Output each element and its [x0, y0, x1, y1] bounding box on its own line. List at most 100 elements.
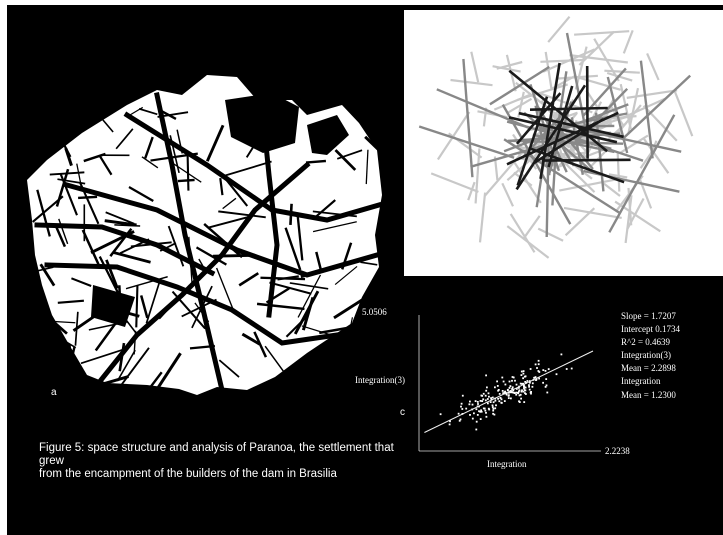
- data-point: [529, 381, 531, 384]
- street-segment: [198, 258, 208, 274]
- street-segment: [238, 272, 259, 287]
- axial-line: [673, 89, 694, 137]
- data-point: [517, 392, 520, 395]
- street-segment: [304, 356, 321, 386]
- street-segment: [365, 149, 369, 185]
- street-segment: [253, 331, 268, 358]
- street-segment: [289, 282, 329, 290]
- street-segment: [301, 325, 331, 336]
- data-point: [507, 391, 510, 394]
- data-point: [520, 370, 523, 373]
- street-segment: [305, 159, 326, 164]
- data-point: [475, 420, 478, 423]
- axial-line: [603, 182, 621, 197]
- data-point: [515, 383, 518, 386]
- street-segment: [88, 321, 128, 331]
- data-point: [523, 401, 526, 403]
- data-point: [457, 412, 460, 415]
- street-segment: [153, 352, 182, 394]
- data-point: [531, 382, 534, 385]
- street-segment: [245, 141, 257, 158]
- axial-line: [564, 207, 596, 237]
- axial-line: [537, 227, 564, 242]
- axial-line-integrated: [516, 96, 549, 186]
- street-segment: [260, 276, 306, 281]
- axial-line: [515, 81, 563, 120]
- data-point: [488, 395, 490, 398]
- axial-line: [470, 51, 480, 83]
- data-point: [523, 386, 525, 388]
- data-point: [473, 412, 475, 415]
- scatter-axes: [418, 315, 601, 452]
- axial-line: [563, 206, 622, 219]
- data-point: [545, 378, 548, 380]
- data-point: [496, 380, 498, 383]
- street-segment: [96, 375, 129, 388]
- axial-line-integrated: [530, 147, 625, 184]
- axial-line: [478, 192, 487, 243]
- data-point: [507, 395, 510, 397]
- data-point: [490, 397, 492, 399]
- street-segment: [72, 302, 114, 332]
- data-point: [483, 407, 486, 410]
- data-point: [484, 399, 487, 402]
- data-point: [477, 403, 479, 405]
- street-segment: [336, 149, 363, 160]
- space-structure-map: [7, 75, 402, 402]
- street-segment: [225, 179, 249, 207]
- axial-line: [547, 15, 571, 43]
- data-point: [491, 396, 494, 399]
- data-point: [502, 380, 505, 383]
- street-segment: [53, 333, 77, 349]
- data-point: [518, 389, 521, 392]
- street-segment: [120, 347, 150, 386]
- axial-line: [626, 197, 645, 230]
- axial-line: [580, 128, 682, 153]
- axial-line: [639, 60, 654, 159]
- data-point: [459, 418, 462, 421]
- axial-line: [492, 65, 521, 73]
- data-point: [487, 392, 490, 395]
- data-point: [521, 389, 523, 392]
- street-segment: [141, 156, 159, 169]
- data-point: [528, 388, 531, 391]
- axial-line: [501, 104, 572, 225]
- axial-line: [646, 52, 660, 81]
- axial-line: [523, 215, 541, 239]
- street-segment: [337, 360, 368, 370]
- street-segment: [58, 218, 69, 245]
- data-point: [542, 381, 544, 384]
- axial-line-integrated: [518, 111, 624, 139]
- street-segment: [104, 219, 137, 227]
- data-point: [534, 363, 537, 366]
- street-segment: [275, 111, 294, 132]
- data-point: [498, 400, 501, 403]
- street-segment: [145, 278, 162, 324]
- street-segment: [287, 375, 297, 402]
- axial-line: [470, 140, 559, 168]
- data-point: [501, 390, 504, 392]
- data-point: [504, 383, 507, 386]
- stat-mean-integration3: Mean = 2.2898: [621, 363, 676, 374]
- axial-line: [418, 125, 515, 159]
- data-point: [523, 389, 526, 392]
- axial-line: [540, 58, 584, 63]
- axial-lines-integration-core: [506, 62, 631, 191]
- data-point: [515, 391, 518, 394]
- data-point: [544, 370, 547, 372]
- data-point: [544, 386, 547, 388]
- main-street: [34, 222, 216, 277]
- data-point: [515, 388, 518, 390]
- data-point: [485, 374, 487, 377]
- data-point: [524, 392, 526, 395]
- regression-line: [424, 350, 594, 433]
- data-point: [492, 412, 494, 415]
- data-point: [537, 359, 540, 362]
- data-point: [530, 392, 532, 395]
- data-point: [522, 382, 524, 385]
- data-point: [523, 387, 525, 390]
- data-point: [488, 408, 491, 411]
- data-point: [547, 368, 550, 370]
- figure-caption: Figure 5: space structure and analysis o…: [39, 442, 399, 481]
- data-point: [531, 385, 534, 388]
